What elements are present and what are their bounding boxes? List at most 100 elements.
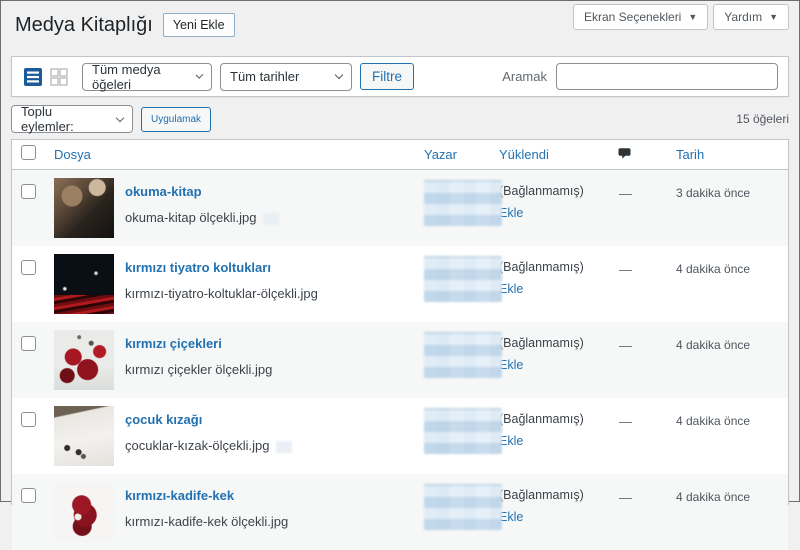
- media-filename: kırmızı-kadife-kek ölçekli.jpg: [125, 514, 289, 529]
- uploaded-cell: (Bağlanmamış) Ekle: [499, 482, 617, 524]
- media-thumbnail[interactable]: [54, 406, 114, 466]
- column-header-comments[interactable]: [617, 146, 676, 164]
- author-redacted-blur: [424, 180, 502, 226]
- redacted-chip: [275, 440, 292, 453]
- attached-status: (Bağlanmamış): [499, 412, 584, 426]
- uploaded-cell: (Bağlanmamış) Ekle: [499, 178, 617, 220]
- search-group: Aramak: [502, 63, 778, 90]
- date-filter-select[interactable]: Tüm tarihler: [220, 62, 352, 91]
- column-header-author[interactable]: Yazar: [424, 147, 457, 162]
- media-filename: kırmızı çiçekler ölçekli.jpg: [125, 362, 273, 377]
- attached-status: (Bağlanmamış): [499, 184, 584, 198]
- media-filename: okuma-kitap ölçekli.jpg: [125, 210, 257, 225]
- media-title-link[interactable]: okuma-kitap: [125, 184, 202, 199]
- media-table: Dosya Yazar Yüklendi Tarih okuma-kitap o…: [11, 139, 789, 550]
- media-thumbnail[interactable]: [54, 330, 114, 390]
- row-checkbox[interactable]: [21, 260, 36, 275]
- file-cell: kırmızı-kadife-kek kırmızı-kadife-kek öl…: [54, 482, 424, 542]
- attached-status: (Bağlanmamış): [499, 260, 584, 274]
- uploaded-cell: (Bağlanmamış) Ekle: [499, 406, 617, 448]
- media-table-body: okuma-kitap okuma-kitap ölçekli.jpg (Bağ…: [12, 170, 788, 550]
- media-filename: çocuklar-kızak-ölçekli.jpg: [125, 438, 270, 453]
- media-thumbnail[interactable]: [54, 178, 114, 238]
- topbar-actions: Ekran Seçenekleri ▼ Yardım ▼: [572, 4, 789, 30]
- row-checkbox[interactable]: [21, 336, 36, 351]
- media-thumbnail[interactable]: [54, 254, 114, 314]
- attach-link[interactable]: Ekle: [499, 434, 524, 448]
- attach-link[interactable]: Ekle: [499, 282, 524, 296]
- media-title-link[interactable]: kırmızı çiçekleri: [125, 336, 222, 351]
- media-thumbnail[interactable]: [54, 482, 114, 542]
- media-type-select-value: Tüm medya öğeleri: [92, 61, 161, 92]
- grid-view-icon[interactable]: [48, 66, 70, 88]
- uploaded-cell: (Bağlanmamış) Ekle: [499, 330, 617, 372]
- comments-icon: [618, 147, 631, 159]
- page-header: Medya Kitaplığı Yeni Ekle: [1, 1, 799, 37]
- media-filename: kırmızı-tiyatro-koltuklar-ölçekli.jpg: [125, 286, 318, 301]
- search-input[interactable]: [556, 63, 778, 90]
- row-checkbox[interactable]: [21, 488, 36, 503]
- chevron-down-icon: ▼: [688, 12, 698, 22]
- column-header-file[interactable]: Dosya: [54, 147, 91, 162]
- attached-status: (Bağlanmamış): [499, 336, 584, 350]
- column-header-date[interactable]: Tarih: [676, 147, 705, 162]
- file-cell: okuma-kitap okuma-kitap ölçekli.jpg: [54, 178, 424, 238]
- column-header-uploaded[interactable]: Yüklendi: [499, 147, 549, 162]
- chevron-down-icon: [195, 71, 204, 79]
- page-title: Medya Kitaplığı: [15, 13, 153, 36]
- table-row: kırmızı tiyatro koltukları kırmızı-tiyat…: [12, 246, 788, 322]
- media-title-link[interactable]: kırmızı tiyatro koltukları: [125, 260, 271, 275]
- row-checkbox[interactable]: [21, 412, 36, 427]
- author-redacted-blur: [424, 332, 502, 378]
- media-title-link[interactable]: çocuk kızağı: [125, 412, 203, 427]
- attached-status: (Bağlanmamış): [499, 488, 584, 502]
- table-row: kırmızı-kadife-kek kırmızı-kadife-kek öl…: [12, 474, 788, 550]
- date-cell: 4 dakika önce: [676, 490, 751, 504]
- table-row: çocuk kızağı çocuklar-kızak-ölçekli.jpg …: [12, 398, 788, 474]
- row-checkbox[interactable]: [21, 184, 36, 199]
- date-filter-select-value: Tüm tarihler: [230, 69, 300, 84]
- comments-cell: —: [619, 414, 632, 429]
- help-label: Yardım: [724, 10, 763, 24]
- comments-cell: —: [619, 186, 632, 201]
- comments-cell: —: [619, 490, 632, 505]
- file-cell: kırmızı tiyatro koltukları kırmızı-tiyat…: [54, 254, 424, 314]
- screen-options-label: Ekran Seçenekleri: [583, 10, 682, 24]
- bulk-actions-select[interactable]: Toplu eylemler:: [11, 104, 133, 134]
- items-count: 15 öğeleri: [736, 112, 789, 126]
- file-cell: çocuk kızağı çocuklar-kızak-ölçekli.jpg: [54, 406, 424, 466]
- attach-link[interactable]: Ekle: [499, 510, 524, 524]
- table-row: okuma-kitap okuma-kitap ölçekli.jpg (Bağ…: [12, 170, 788, 246]
- media-title-link[interactable]: kırmızı-kadife-kek: [125, 488, 235, 503]
- date-cell: 4 dakika önce: [676, 338, 751, 352]
- screen-options-button[interactable]: Ekran Seçenekleri ▼: [572, 4, 709, 30]
- bulk-actions-select-value: Toplu eylemler:: [21, 104, 74, 134]
- table-header-row: Dosya Yazar Yüklendi Tarih: [12, 140, 788, 170]
- author-redacted-blur: [424, 484, 502, 530]
- filter-toolbar: Tüm medya öğeleri Tüm tarihler Filtre Ar…: [11, 56, 789, 97]
- search-label: Aramak: [502, 69, 547, 84]
- chevron-down-icon: ▼: [769, 12, 778, 22]
- file-cell: kırmızı çiçekleri kırmızı çiçekler ölçek…: [54, 330, 424, 390]
- redacted-chip: [262, 212, 279, 225]
- select-all-checkbox[interactable]: [21, 144, 36, 160]
- attach-link[interactable]: Ekle: [499, 358, 524, 372]
- comments-cell: —: [619, 262, 632, 277]
- table-row: kırmızı çiçekleri kırmızı çiçekler ölçek…: [12, 322, 788, 398]
- help-button[interactable]: Yardım ▼: [713, 4, 789, 30]
- author-redacted-blur: [424, 408, 502, 454]
- uploaded-cell: (Bağlanmamış) Ekle: [499, 254, 617, 296]
- chevron-down-icon: [115, 113, 125, 122]
- date-cell: 3 dakika önce: [676, 186, 751, 200]
- attach-link[interactable]: Ekle: [499, 206, 524, 220]
- filter-button[interactable]: Filtre: [360, 63, 414, 90]
- add-new-button[interactable]: Yeni Ekle: [162, 13, 235, 37]
- author-redacted-blur: [424, 256, 502, 302]
- apply-button[interactable]: Uygulamak: [141, 106, 212, 132]
- date-cell: 4 dakika önce: [676, 262, 751, 276]
- media-type-select[interactable]: Tüm medya öğeleri: [82, 61, 212, 92]
- bulk-actions-bar: Toplu eylemler: Uygulamak 15 öğeleri: [11, 104, 789, 134]
- view-mode-switcher: [22, 66, 70, 88]
- list-view-icon[interactable]: [22, 66, 44, 88]
